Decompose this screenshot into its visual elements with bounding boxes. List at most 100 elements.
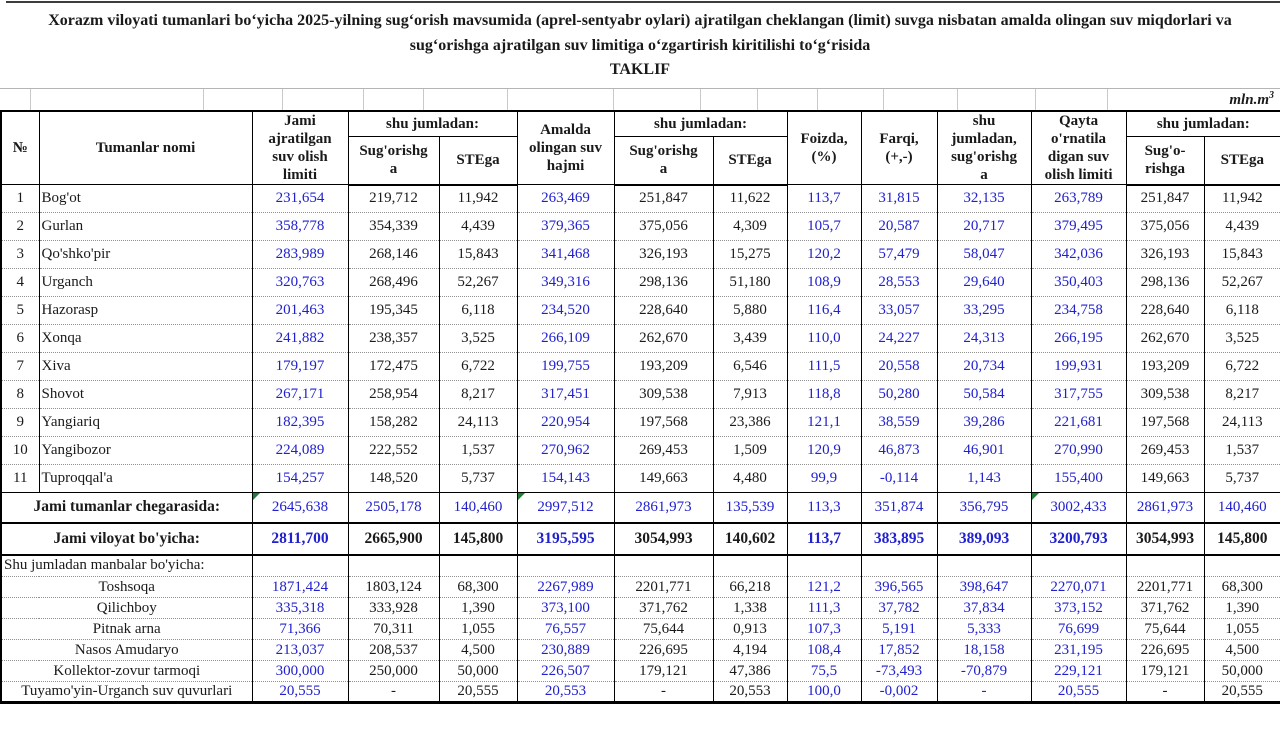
total-value: 3054,993 — [1125, 521, 1205, 556]
cell-value: 8,217 — [1203, 380, 1280, 409]
comment-flag-icon — [253, 493, 260, 500]
cell-value: 68,300 — [438, 576, 518, 598]
cell-value: 267,171 — [251, 380, 349, 409]
district-row: 7 Xiva 179,197 172,475 6,722 199,755 193,209 6,… — [0, 352, 1280, 381]
gridline — [817, 89, 818, 111]
cell-value: 228,640 — [1125, 296, 1205, 325]
cell-value: 182,395 — [251, 408, 349, 437]
cell-value: 23,386 — [712, 408, 788, 437]
gridline — [203, 89, 204, 111]
cell-value: 226,507 — [516, 660, 615, 682]
source-name: Qilichboy — [0, 597, 253, 619]
col-header-irrigation-1: Sug'orishg a — [347, 135, 440, 186]
cell-value: 38,559 — [860, 408, 938, 437]
cell-value: 398,647 — [936, 576, 1032, 598]
cell-value: 108,9 — [786, 268, 862, 297]
cell-value: 8,217 — [438, 380, 518, 409]
cell-value: 309,538 — [1125, 380, 1205, 409]
cell-value: 20,734 — [936, 352, 1032, 381]
cell-value: 300,000 — [251, 660, 349, 682]
col-header-ste-2: STEga — [712, 135, 788, 186]
gridline — [1107, 89, 1108, 111]
total-label: Jami viloyat bo'yicha: — [0, 521, 253, 556]
empty-cell — [251, 553, 349, 577]
col-header-irrigation-3: Sug'o- rishga — [1125, 135, 1205, 186]
cell-value: 298,136 — [1125, 268, 1205, 297]
cell-value: 107,3 — [786, 618, 862, 640]
total-value: 2665,900 — [347, 521, 440, 556]
source-row: Pitnak arna 71,366 70,311 1,055 76,557 75,644… — [0, 618, 1280, 640]
sources-section-label-row: Shu jumladan manbalar bo'yicha: — [0, 553, 1280, 577]
cell-value: 317,451 — [516, 380, 615, 409]
cell-value: 195,345 — [347, 296, 440, 325]
row-number: 9 — [0, 408, 40, 437]
cell-value: 11,942 — [1203, 184, 1280, 213]
district-row: 1 Bog'ot 231,654 219,712 11,942 263,469 251,84… — [0, 184, 1280, 213]
row-number: 10 — [0, 436, 40, 465]
cell-value: 24,113 — [1203, 408, 1280, 437]
cell-value: 57,479 — [860, 240, 938, 269]
col-header-new-limit: Qayta o'rnatila digan suv olish limiti — [1030, 110, 1127, 185]
cell-value: 6,118 — [1203, 296, 1280, 325]
source-name: Tuyamo'yin-Urganch suv quvurlari — [0, 681, 253, 704]
cell-value: 1,537 — [438, 436, 518, 465]
cell-value: 221,681 — [1030, 408, 1127, 437]
cell-value: 283,989 — [251, 240, 349, 269]
cell-value: 241,882 — [251, 324, 349, 353]
total-value: 3002,433 — [1030, 492, 1127, 524]
cell-value: 46,901 — [936, 436, 1032, 465]
cell-value: 118,8 — [786, 380, 862, 409]
gridline — [507, 89, 508, 111]
cell-value: 100,0 — [786, 681, 862, 704]
row-number: 7 — [0, 352, 40, 381]
group-header-including-1: shu jumladan: — [347, 109, 518, 137]
cell-value: 11,942 — [438, 184, 518, 213]
cell-value: 396,565 — [860, 576, 938, 598]
row-number: 3 — [0, 240, 40, 269]
cell-value: 5,737 — [438, 464, 518, 493]
cell-value: 50,280 — [860, 380, 938, 409]
district-name: Xiva — [38, 352, 253, 381]
cell-value: 320,763 — [251, 268, 349, 297]
cell-value: 199,931 — [1030, 352, 1127, 381]
cell-value: 5,880 — [712, 296, 788, 325]
cell-value: 371,762 — [613, 597, 714, 619]
cell-value: 3,439 — [712, 324, 788, 353]
cell-value: 326,193 — [1125, 240, 1205, 269]
cell-value: 379,495 — [1030, 212, 1127, 241]
cell-value: 298,136 — [613, 268, 714, 297]
total-value: 145,800 — [1203, 521, 1280, 556]
row-number: 4 — [0, 268, 40, 297]
total-value: 389,093 — [936, 521, 1032, 556]
col-header-no: № — [0, 110, 40, 185]
cell-value: 1,055 — [438, 618, 518, 640]
cell-value: - — [613, 681, 714, 704]
cell-value: 20,555 — [1030, 681, 1127, 704]
total-value: 3195,595 — [516, 521, 615, 556]
source-row: Qilichboy 335,318 333,928 1,390 373,100 371,7… — [0, 597, 1280, 619]
cell-value: 229,121 — [1030, 660, 1127, 682]
gridline — [883, 89, 884, 111]
cell-value: 224,089 — [251, 436, 349, 465]
district-row: 9 Yangiariq 182,395 158,282 24,113 220,954 197… — [0, 408, 1280, 437]
cell-value: 18,158 — [936, 639, 1032, 661]
title-block: Xorazm viloyati tumanlari boʻyicha 2025-… — [0, 0, 1280, 88]
top-border-line — [6, 1, 1280, 3]
cell-value: 4,439 — [1203, 212, 1280, 241]
district-name: Yangibozor — [38, 436, 253, 465]
cell-value: 238,357 — [347, 324, 440, 353]
district-name: Xonqa — [38, 324, 253, 353]
cell-value: 326,193 — [613, 240, 714, 269]
source-name: Nasos Amudaryo — [0, 639, 253, 661]
cell-value: 197,568 — [1125, 408, 1205, 437]
cell-value: 121,1 — [786, 408, 862, 437]
cell-value: -73,493 — [860, 660, 938, 682]
cell-value: 4,500 — [438, 639, 518, 661]
cell-value: 3,525 — [1203, 324, 1280, 353]
cell-value: 1,390 — [1203, 597, 1280, 619]
cell-value: 6,722 — [1203, 352, 1280, 381]
cell-value: 2267,989 — [516, 576, 615, 598]
cell-value: 149,663 — [1125, 464, 1205, 493]
cell-value: 251,847 — [1125, 184, 1205, 213]
cell-value: 373,100 — [516, 597, 615, 619]
